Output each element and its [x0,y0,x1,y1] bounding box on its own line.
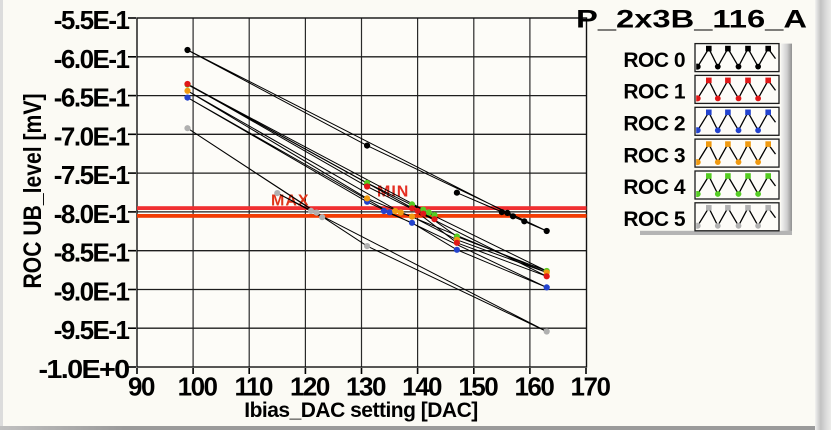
svg-text:90: 90 [128,372,155,402]
svg-text:-6.0E-1: -6.0E-1 [54,44,130,74]
svg-text:ROC 0: ROC 0 [623,49,685,72]
svg-text:-9.0E-1: -9.0E-1 [54,277,130,307]
svg-text:-6.5E-1: -6.5E-1 [54,83,130,113]
svg-text:-7.5E-1: -7.5E-1 [54,160,130,190]
svg-text:MIN: MIN [377,184,409,201]
svg-text:ROC 5: ROC 5 [623,208,686,231]
svg-text:ROC UB_level [mV]: ROC UB_level [mV] [19,94,47,289]
svg-text:130: 130 [346,372,386,402]
svg-text:170: 170 [571,372,611,402]
svg-text:-5.5E-1: -5.5E-1 [54,5,130,35]
svg-text:-7.0E-1: -7.0E-1 [54,121,130,151]
svg-text:ROC 4: ROC 4 [623,176,686,199]
svg-text:-8.5E-1: -8.5E-1 [54,238,130,268]
svg-text:100: 100 [178,372,218,402]
svg-text:150: 150 [458,372,498,402]
svg-text:-9.5E-1: -9.5E-1 [54,315,130,345]
svg-text:-1.0E+0: -1.0E+0 [39,354,130,384]
svg-text:ROC 2: ROC 2 [623,113,685,136]
svg-text:160: 160 [514,372,554,402]
svg-text:P_2x3B_116_A: P_2x3B_116_A [576,5,807,33]
svg-text:Ibias_DAC setting [DAC]: Ibias_DAC setting [DAC] [244,399,478,422]
svg-text:ROC 1: ROC 1 [623,81,686,104]
svg-text:120: 120 [290,372,330,402]
svg-text:140: 140 [402,372,442,402]
svg-text:ROC 3: ROC 3 [623,144,685,167]
svg-text:110: 110 [234,372,272,402]
svg-text:-8.0E-1: -8.0E-1 [54,199,130,229]
